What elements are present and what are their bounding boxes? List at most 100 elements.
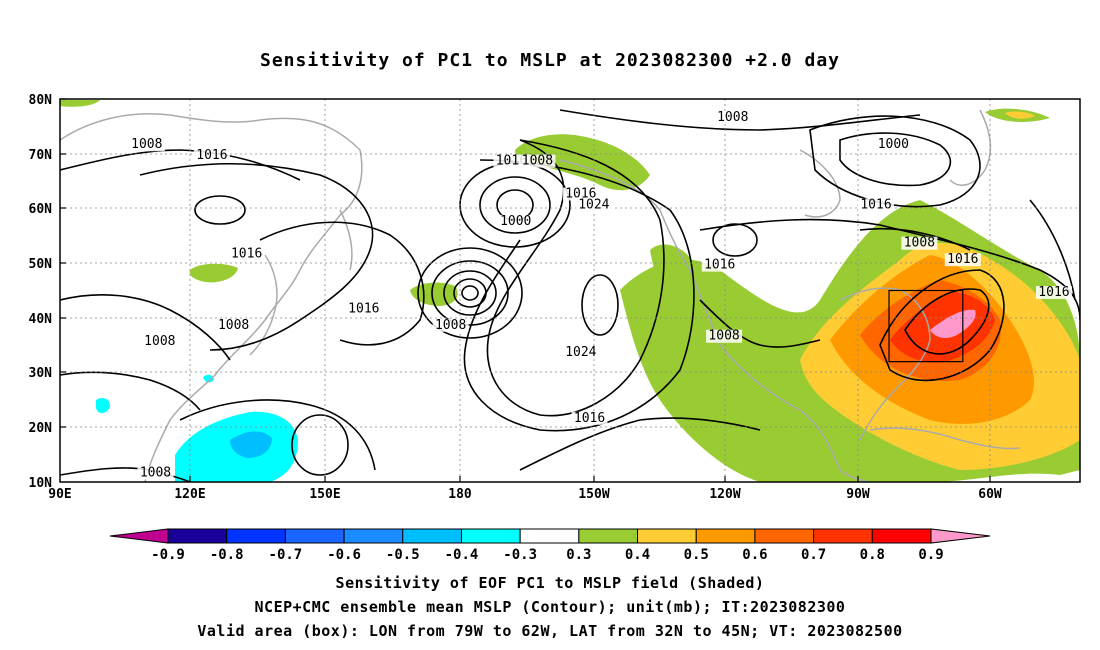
colorbar-label: -0.5 bbox=[386, 547, 420, 563]
colorbar-label: 0.8 bbox=[860, 547, 885, 563]
coast-us-east bbox=[839, 287, 931, 441]
colorbar-swatch bbox=[754, 528, 815, 544]
shade-lightblue-wpac bbox=[230, 431, 272, 458]
contour-label: 1008 bbox=[144, 334, 175, 349]
coast-hudson bbox=[799, 149, 841, 218]
contour-label: 1016 bbox=[231, 247, 262, 262]
contour-label: 1000 bbox=[500, 214, 531, 229]
contour-low-dateline-4 bbox=[431, 260, 509, 326]
coastlines bbox=[60, 109, 1021, 482]
lon-axis-labels: 90E 120E 150E 180 150W 120W 90W 60W bbox=[48, 487, 1002, 502]
contour-high-1024 bbox=[581, 274, 619, 336]
contour-label-bg bbox=[714, 110, 751, 124]
contour-labels: 1008 1016 1016 1008 1008 1008 1016 1016 1008 1000… bbox=[128, 110, 1072, 481]
contour-label: 1000 bbox=[878, 137, 909, 152]
contour-label: 1016 bbox=[496, 154, 527, 169]
lon-label-90e: 90E bbox=[48, 487, 71, 502]
colorbar-swatch bbox=[226, 528, 286, 544]
colorbar-label: -0.3 bbox=[503, 547, 537, 563]
contour-wpac-ring bbox=[291, 414, 349, 476]
shade-cyan-small1 bbox=[96, 398, 110, 414]
lon-label-120w: 120W bbox=[709, 487, 740, 502]
colorbar-low-arrow bbox=[109, 528, 169, 544]
sensitivity-shading bbox=[60, 100, 1080, 482]
shade-yellow-arctic2 bbox=[1005, 111, 1035, 119]
contour-label: 1008 bbox=[904, 236, 935, 251]
colorbar-swatch bbox=[519, 528, 580, 544]
contour-label-bg bbox=[701, 258, 738, 272]
lon-label-120e: 120E bbox=[174, 487, 205, 502]
lat-label-70n: 70N bbox=[29, 148, 53, 163]
contour-label: 1008 bbox=[435, 318, 466, 333]
colorbar-label: 0.3 bbox=[566, 547, 591, 563]
contour-low-dateline-5 bbox=[417, 247, 523, 339]
lon-label-60w: 60W bbox=[978, 487, 1002, 502]
contour-label-bg bbox=[858, 198, 894, 212]
colorbar-label: -0.6 bbox=[327, 547, 361, 563]
contour-label-bg bbox=[432, 318, 469, 332]
caption-contour: NCEP+CMC ensemble mean MSLP (Contour); u… bbox=[254, 598, 846, 616]
lon-label-150e: 150E bbox=[309, 487, 340, 502]
contour-west-1008 bbox=[60, 149, 301, 181]
contour-label-bg bbox=[193, 149, 230, 163]
lon-label-180: 180 bbox=[448, 487, 472, 502]
contour-label: 1016 bbox=[860, 197, 891, 212]
contour-label-bg bbox=[215, 318, 252, 332]
contour-label-bg bbox=[575, 198, 612, 212]
contour-wpac-1008 bbox=[179, 399, 376, 471]
contour-label-bg bbox=[875, 138, 912, 152]
colorbar-swatch bbox=[637, 528, 697, 544]
contour-label-bg bbox=[1035, 285, 1072, 299]
contour-label: 1016 bbox=[704, 258, 735, 273]
lat-label-30n: 30N bbox=[29, 366, 53, 381]
contour-label-bg bbox=[128, 138, 165, 152]
contour-west-1008-c bbox=[60, 371, 201, 411]
contour-label: 1024 bbox=[565, 345, 596, 360]
colorbar-label: -0.7 bbox=[269, 547, 303, 563]
lat-label-80n: 80N bbox=[29, 93, 53, 108]
colorbar-label: 0.6 bbox=[742, 547, 767, 563]
colorbar-label: -0.8 bbox=[210, 547, 244, 563]
shade-green-wpac bbox=[189, 263, 238, 283]
colorbar-swatch bbox=[284, 528, 345, 544]
lat-label-20n: 20N bbox=[29, 421, 53, 436]
shade-green-arctic bbox=[515, 134, 650, 191]
map-panel: 1008 1016 1016 1008 1008 1008 1016 1016 1008 1000… bbox=[29, 93, 1081, 502]
contour-east-low-1 bbox=[904, 288, 990, 355]
colorbar-swatch bbox=[695, 528, 756, 544]
colorbar-swatch bbox=[871, 528, 932, 544]
lat-axis-labels: 80N 70N 60N 50N 40N 30N 20N 10N bbox=[29, 93, 53, 491]
colorbar-swatch bbox=[578, 528, 639, 544]
contour-high-outer-1 bbox=[486, 139, 665, 417]
colorbar-swatch bbox=[167, 528, 228, 544]
contour-label-bg bbox=[562, 346, 599, 360]
contour-label-bg bbox=[228, 247, 265, 261]
contour-north-1008 bbox=[559, 109, 921, 131]
contour-lowlat-1016 bbox=[519, 417, 761, 471]
colorbar-swatch bbox=[402, 528, 462, 544]
contour-label: 1016 bbox=[196, 148, 227, 163]
contour-west-1008-b bbox=[60, 294, 231, 361]
shade-green-nw bbox=[60, 100, 100, 107]
contour-label-bg bbox=[141, 335, 178, 349]
contour-east-1016-far bbox=[1029, 199, 1076, 301]
lon-label-150w: 150W bbox=[578, 487, 609, 502]
colorbar-label: 0.5 bbox=[684, 547, 709, 563]
contour-label-bg bbox=[345, 302, 382, 316]
coast-caribbean bbox=[869, 427, 1021, 450]
contour-label: 1016 bbox=[1038, 285, 1069, 300]
contour-label-bg bbox=[571, 411, 608, 425]
caption-valid-area: Valid area (box): LON from 79W to 62W, L… bbox=[197, 622, 903, 640]
contour-label-bg bbox=[944, 253, 981, 267]
contour-low-dateline-3 bbox=[443, 270, 497, 316]
contour-label: 1008 bbox=[131, 137, 162, 152]
colorbar-label: -0.9 bbox=[151, 547, 185, 563]
contour-label: 1008 bbox=[140, 466, 171, 481]
contour-label-bg bbox=[562, 187, 599, 201]
contour-west-1016-b bbox=[259, 221, 425, 346]
contour-label-bg bbox=[901, 236, 938, 250]
contour-west-1016 bbox=[139, 162, 374, 351]
contour-label: 1016 bbox=[574, 411, 605, 426]
contour-low-dateline-1 bbox=[461, 285, 479, 301]
